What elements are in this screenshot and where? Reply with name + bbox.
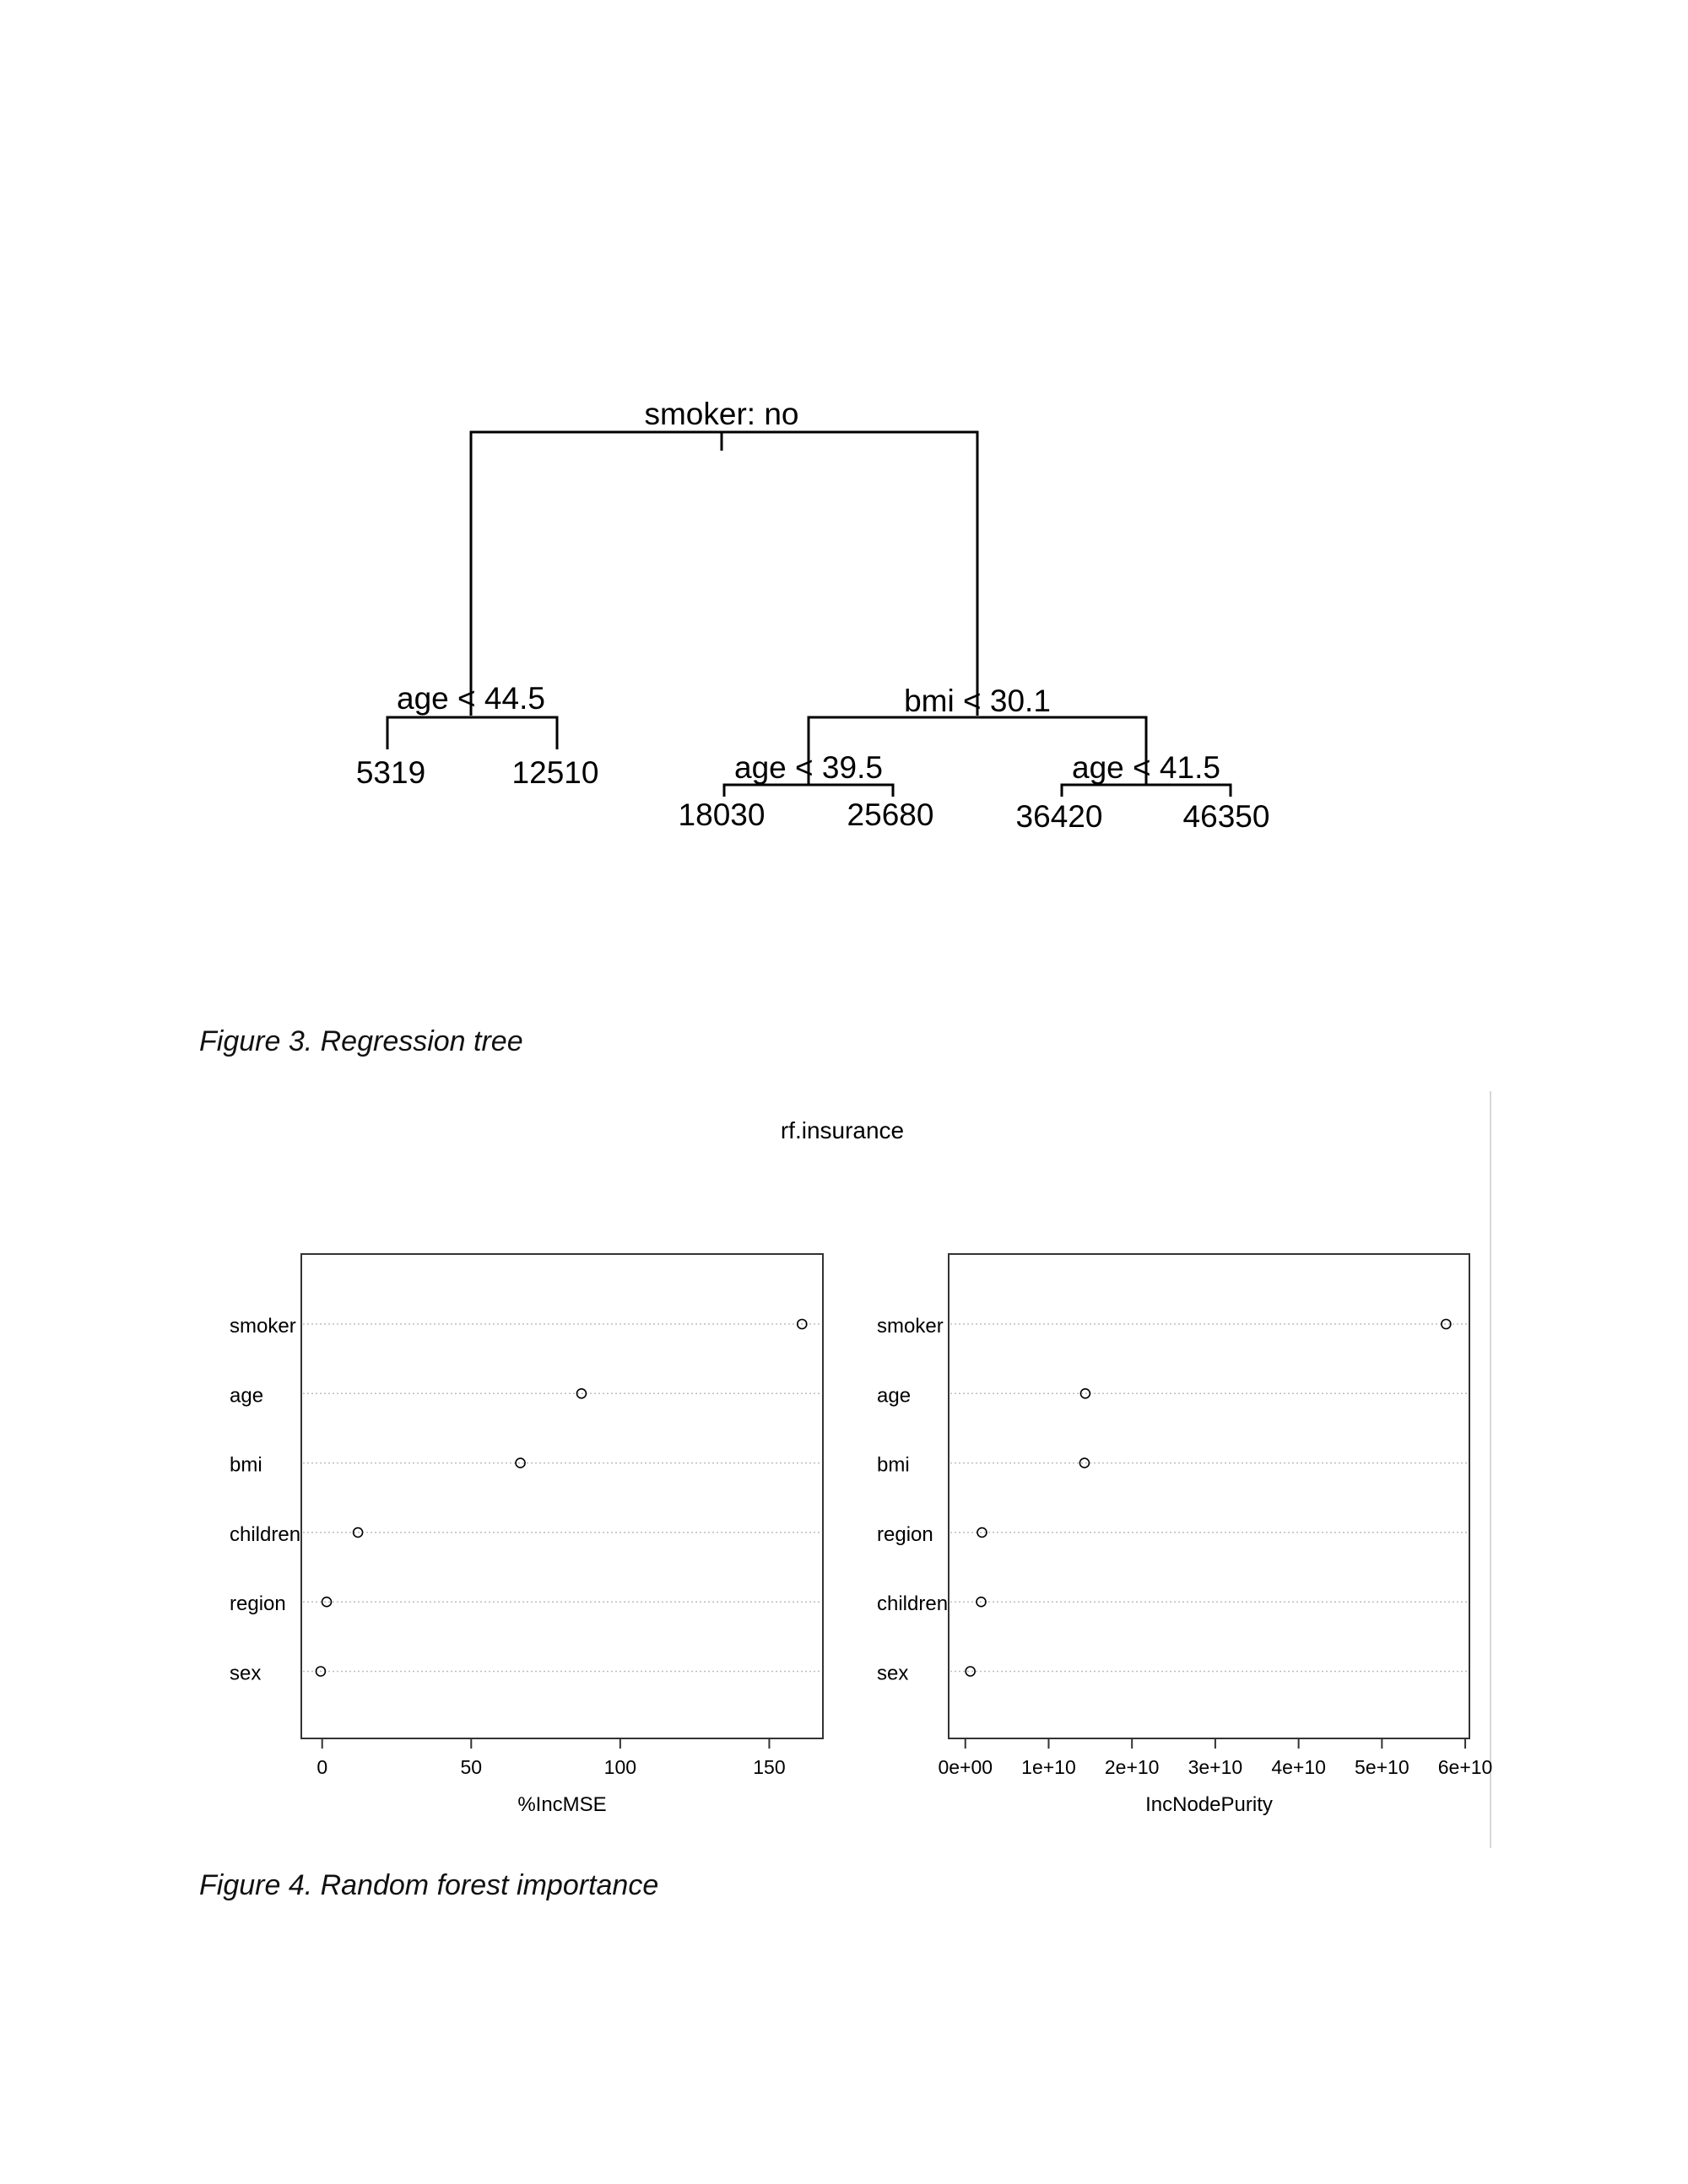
x-axis-label: IncNodePurity	[1145, 1793, 1273, 1816]
right-left-branch	[722, 783, 895, 797]
data-point	[1079, 1457, 1090, 1468]
regression-tree: smoker: no age < 44.5 bmi < 30.1 age < 3…	[356, 397, 1270, 834]
category-label: children	[230, 1523, 300, 1546]
x-tick-label: 5e+10	[1355, 1756, 1409, 1778]
panel-incnodepurity: smoker age bmi region children sex 0e+00 1e+10 2…	[877, 1253, 1493, 1816]
x-axis-label: %IncMSE	[517, 1793, 606, 1816]
root-split-label: smoker: no	[644, 397, 798, 431]
leaf-value: 5319	[356, 755, 425, 790]
x-tick-label: 4e+10	[1271, 1756, 1326, 1778]
category-label: smoker	[877, 1315, 944, 1338]
data-point	[315, 1666, 327, 1677]
category-label: children	[877, 1592, 948, 1615]
x-tick-label: 3e+10	[1188, 1756, 1243, 1778]
category-label: bmi	[877, 1454, 910, 1477]
x-tick-label: 150	[753, 1756, 785, 1778]
category-label: sex	[230, 1662, 261, 1685]
panel-incmse: smoker age bmi children region sex 0 50 100 150 %I…	[230, 1253, 824, 1816]
right-split-label: bmi < 30.1	[904, 684, 1051, 718]
category-label: bmi	[230, 1454, 262, 1477]
x-tick-label: 1e+10	[1021, 1756, 1076, 1778]
leaf-value: 18030	[679, 797, 766, 832]
category-label: age	[230, 1384, 263, 1407]
category-label: region	[230, 1592, 286, 1615]
x-tick-label: 0	[316, 1756, 327, 1778]
left-split-label: age < 44.5	[397, 681, 545, 716]
data-point	[515, 1457, 526, 1468]
x-tick-label: 6e+10	[1438, 1756, 1493, 1778]
plot-frame	[948, 1253, 1470, 1739]
tree-branches	[386, 430, 1232, 797]
data-point	[1441, 1318, 1452, 1330]
category-label: age	[877, 1384, 911, 1407]
category-label: smoker	[230, 1315, 296, 1338]
figure-4-caption: Figure 4. Random forest importance	[199, 1869, 659, 1901]
root-branch	[469, 430, 979, 716]
right-right-branch	[1060, 783, 1232, 797]
x-tick-label: 2e+10	[1105, 1756, 1160, 1778]
data-point	[321, 1596, 333, 1608]
leaf-value: 12510	[512, 755, 599, 790]
left-branch	[386, 716, 559, 749]
data-point	[976, 1596, 987, 1608]
right-branch	[807, 716, 1148, 785]
data-point	[977, 1527, 987, 1538]
plot-frame	[300, 1253, 824, 1739]
category-label: sex	[877, 1662, 908, 1685]
leaf-value: 36420	[1016, 799, 1103, 834]
x-tick-label: 50	[460, 1756, 482, 1778]
figure-3-caption: Figure 3. Regression tree	[199, 1025, 523, 1057]
data-point	[1079, 1388, 1091, 1399]
leaf-value: 25680	[847, 797, 934, 832]
right-right-split-label: age < 41.5	[1072, 750, 1220, 785]
data-point	[352, 1527, 364, 1538]
category-label: region	[877, 1523, 933, 1546]
data-point	[965, 1666, 976, 1677]
data-point	[576, 1388, 587, 1399]
x-tick-label: 0e+00	[938, 1756, 993, 1778]
leaf-value: 46350	[1183, 799, 1270, 834]
right-left-split-label: age < 39.5	[734, 750, 883, 785]
data-point	[796, 1318, 808, 1330]
chart-title: rf.insurance	[781, 1117, 904, 1143]
x-tick-label: 100	[604, 1756, 636, 1778]
